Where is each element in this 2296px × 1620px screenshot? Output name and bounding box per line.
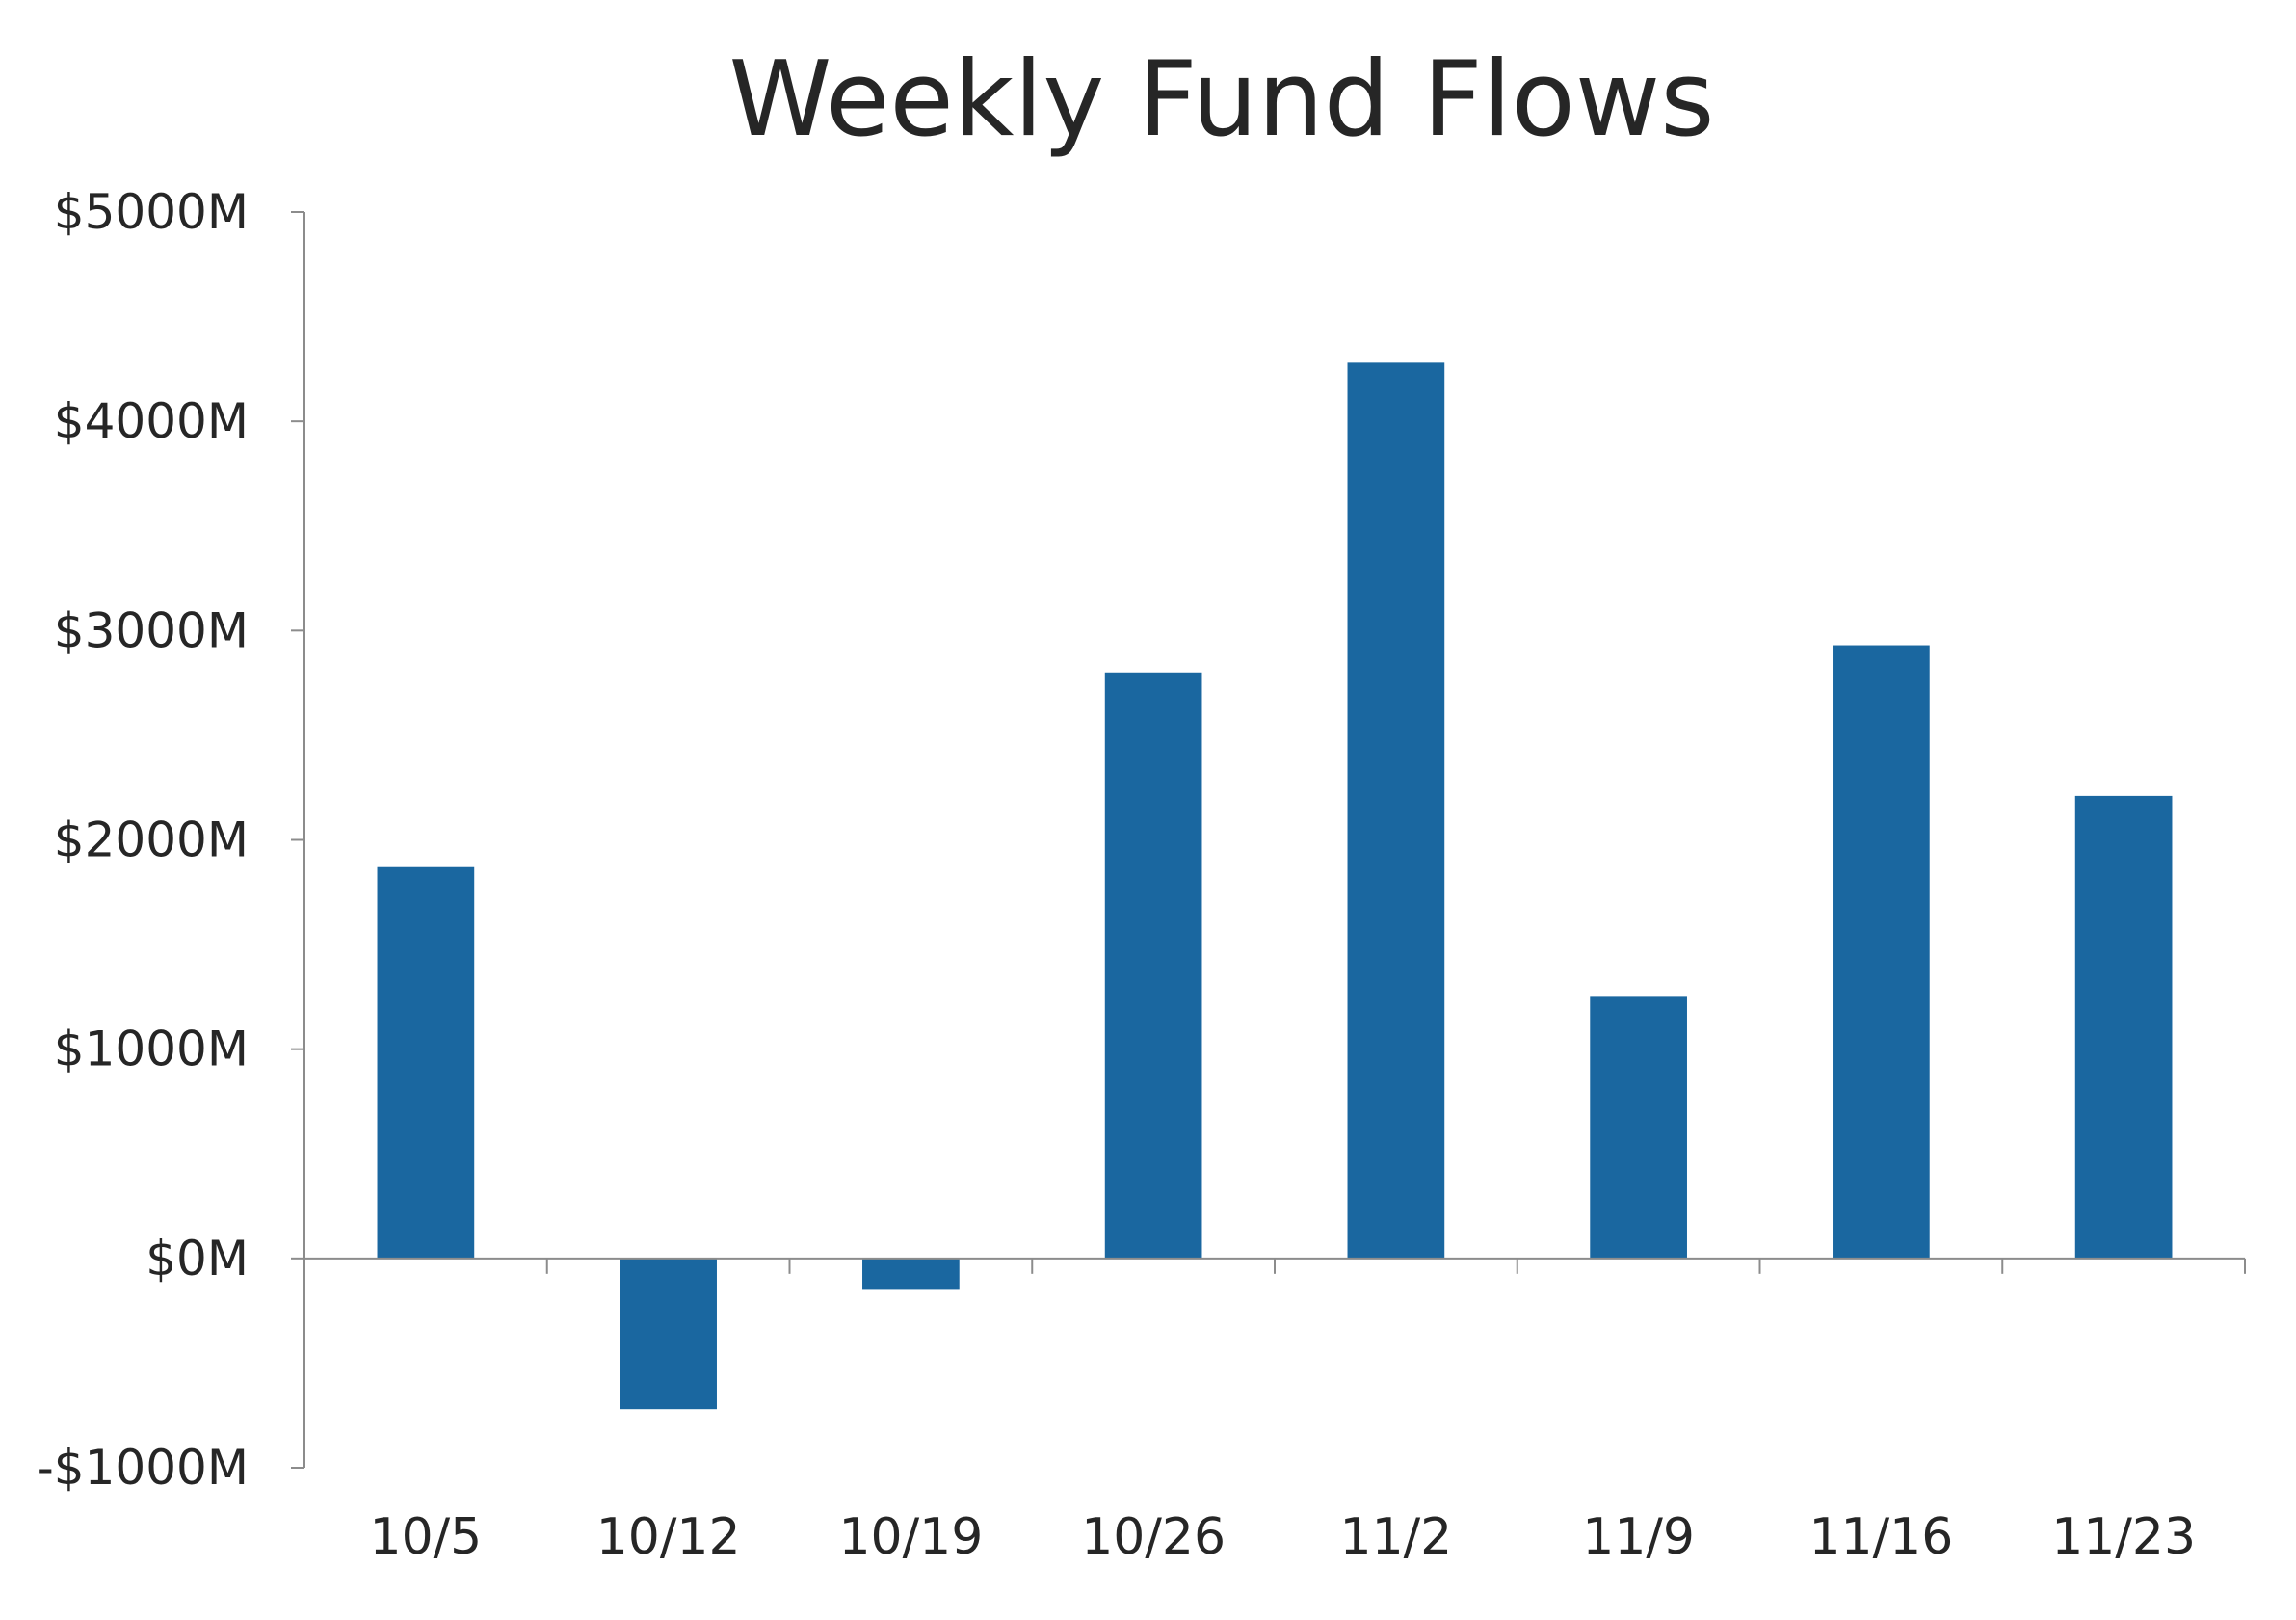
bar-11-16	[1833, 645, 1930, 1259]
y-tick-label: $3000M	[54, 602, 249, 658]
y-tick-label: -$1000M	[37, 1440, 249, 1496]
bars	[377, 362, 2173, 1410]
bar-10-5	[377, 866, 475, 1259]
x-tick-label: 11/23	[2051, 1508, 2196, 1566]
y-tick-label: $0M	[145, 1231, 249, 1287]
bar-11-9	[1590, 996, 1687, 1259]
y-tick-label: $5000M	[54, 184, 249, 240]
bar-11-23	[2074, 795, 2173, 1259]
x-tick-label: 10/19	[838, 1508, 983, 1566]
bar-10-12	[620, 1258, 717, 1410]
y-tick-label: $1000M	[54, 1022, 249, 1077]
y-axis: -$1000M $0M $1000M $2000M $3000M $4000M $5000M	[37, 184, 305, 1496]
x-tick-label: 11/16	[1808, 1508, 1953, 1566]
chart-title: Weekly Fund Flows	[729, 40, 1715, 160]
x-tick-label: 10/26	[1081, 1508, 1226, 1566]
bar-11-2	[1347, 362, 1445, 1259]
bar-10-26	[1104, 672, 1202, 1259]
bar-10-19	[862, 1258, 960, 1290]
x-axis: 10/5 10/12 10/19 10/26 11/2 11/9 11/16 11/23	[304, 1257, 2246, 1566]
y-tick-label: $2000M	[54, 812, 249, 868]
x-tick-label: 10/12	[596, 1508, 741, 1566]
x-tick-label: 11/9	[1582, 1508, 1695, 1566]
y-tick-label: $4000M	[54, 393, 249, 449]
x-tick-label: 10/5	[369, 1508, 482, 1566]
x-tick-label: 11/2	[1339, 1508, 1452, 1566]
